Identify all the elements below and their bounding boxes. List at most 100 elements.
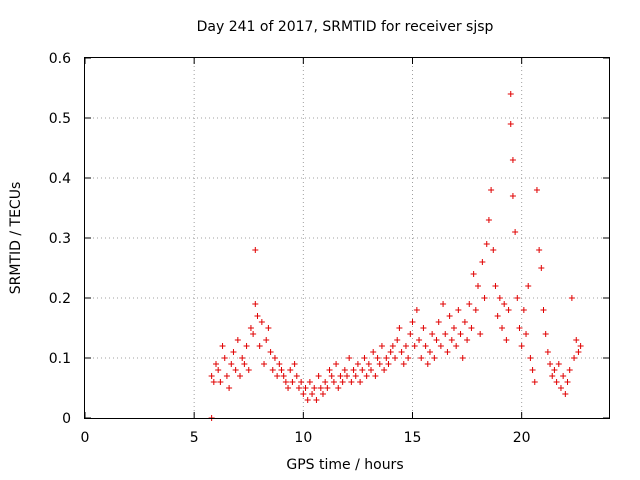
data-point [453, 343, 460, 349]
x-tick-label: 15 [404, 430, 422, 446]
data-point [392, 355, 399, 361]
data-point [540, 307, 547, 313]
axis-ticks: 0 5 10 15 20 0 0.1 0.2 0.3 0.4 0.5 0.6 [49, 51, 609, 446]
data-point [505, 307, 512, 313]
data-point [551, 367, 558, 373]
data-point [226, 385, 233, 391]
data-point [361, 355, 368, 361]
data-point [344, 373, 350, 379]
data-point [475, 283, 481, 289]
data-point [422, 343, 429, 349]
data-point [363, 373, 370, 379]
data-point [560, 373, 567, 379]
data-point [538, 265, 545, 271]
data-point [468, 325, 475, 331]
data-point [237, 373, 244, 379]
data-point [494, 313, 501, 319]
data-point [241, 361, 248, 367]
data-point [501, 301, 508, 307]
y-tick-label: 0.2 [49, 291, 71, 307]
data-point [555, 361, 562, 367]
data-point [252, 301, 259, 307]
x-tick-label: 0 [81, 430, 90, 446]
data-point [322, 379, 329, 385]
data-point [490, 247, 497, 253]
y-tick-label: 0.4 [49, 171, 71, 187]
data-point [311, 385, 318, 391]
data-point [228, 361, 235, 367]
data-point [352, 373, 359, 379]
data-point [330, 379, 337, 385]
data-point [533, 187, 540, 193]
data-point [507, 91, 514, 97]
data-point [298, 379, 305, 385]
data-point [306, 379, 313, 385]
data-point [542, 331, 549, 337]
data-point [426, 349, 433, 355]
data-point [271, 355, 278, 361]
data-point [337, 373, 344, 379]
data-point [402, 343, 409, 349]
data-point [553, 379, 560, 385]
data-point [472, 307, 479, 313]
data-point [247, 325, 254, 331]
data-point [245, 367, 252, 373]
data-point [278, 367, 285, 373]
data-point [529, 367, 536, 373]
data-point [263, 337, 270, 343]
data-point [243, 343, 250, 349]
data-point [573, 337, 580, 343]
data-point [488, 187, 495, 193]
data-point [418, 355, 425, 361]
data-point [557, 385, 564, 391]
data-point [293, 373, 300, 379]
data-point [217, 379, 224, 385]
data-point [512, 229, 519, 235]
data-point [499, 325, 506, 331]
data-point [280, 373, 287, 379]
data-point [536, 247, 543, 253]
data-point [219, 343, 226, 349]
x-tick-label: 20 [513, 430, 531, 446]
data-point [341, 367, 348, 373]
data-point [507, 121, 514, 127]
data-point [568, 295, 575, 301]
data-point [346, 355, 353, 361]
data-point [470, 271, 477, 277]
data-point [481, 295, 488, 301]
plot-frame [84, 57, 610, 419]
data-point [400, 361, 407, 367]
data-point [485, 217, 492, 223]
data-point [527, 355, 534, 361]
data-point [409, 319, 416, 325]
data-point [514, 295, 521, 301]
data-point [376, 361, 383, 367]
data-point [459, 355, 466, 361]
data-point [232, 367, 239, 373]
data-point [339, 379, 346, 385]
data-point [411, 343, 418, 349]
data-point [313, 397, 320, 403]
data-point [234, 337, 241, 343]
data-point [518, 343, 525, 349]
data-point [394, 337, 401, 343]
data-point [385, 361, 392, 367]
data-point [254, 313, 261, 319]
data-point [365, 361, 372, 367]
data-point [547, 361, 554, 367]
data-point [383, 355, 390, 361]
data-point [289, 379, 296, 385]
data-point [269, 367, 276, 373]
data-point [208, 373, 215, 379]
x-tick-label: 10 [294, 430, 312, 446]
data-point [416, 337, 423, 343]
data-point [378, 343, 385, 349]
data-point [503, 337, 510, 343]
data-point [531, 379, 538, 385]
data-point [328, 373, 335, 379]
data-point [562, 391, 569, 397]
data-point [396, 325, 403, 331]
data-point [496, 295, 503, 301]
y-tick-label: 0.1 [49, 351, 71, 367]
data-point [420, 325, 427, 331]
